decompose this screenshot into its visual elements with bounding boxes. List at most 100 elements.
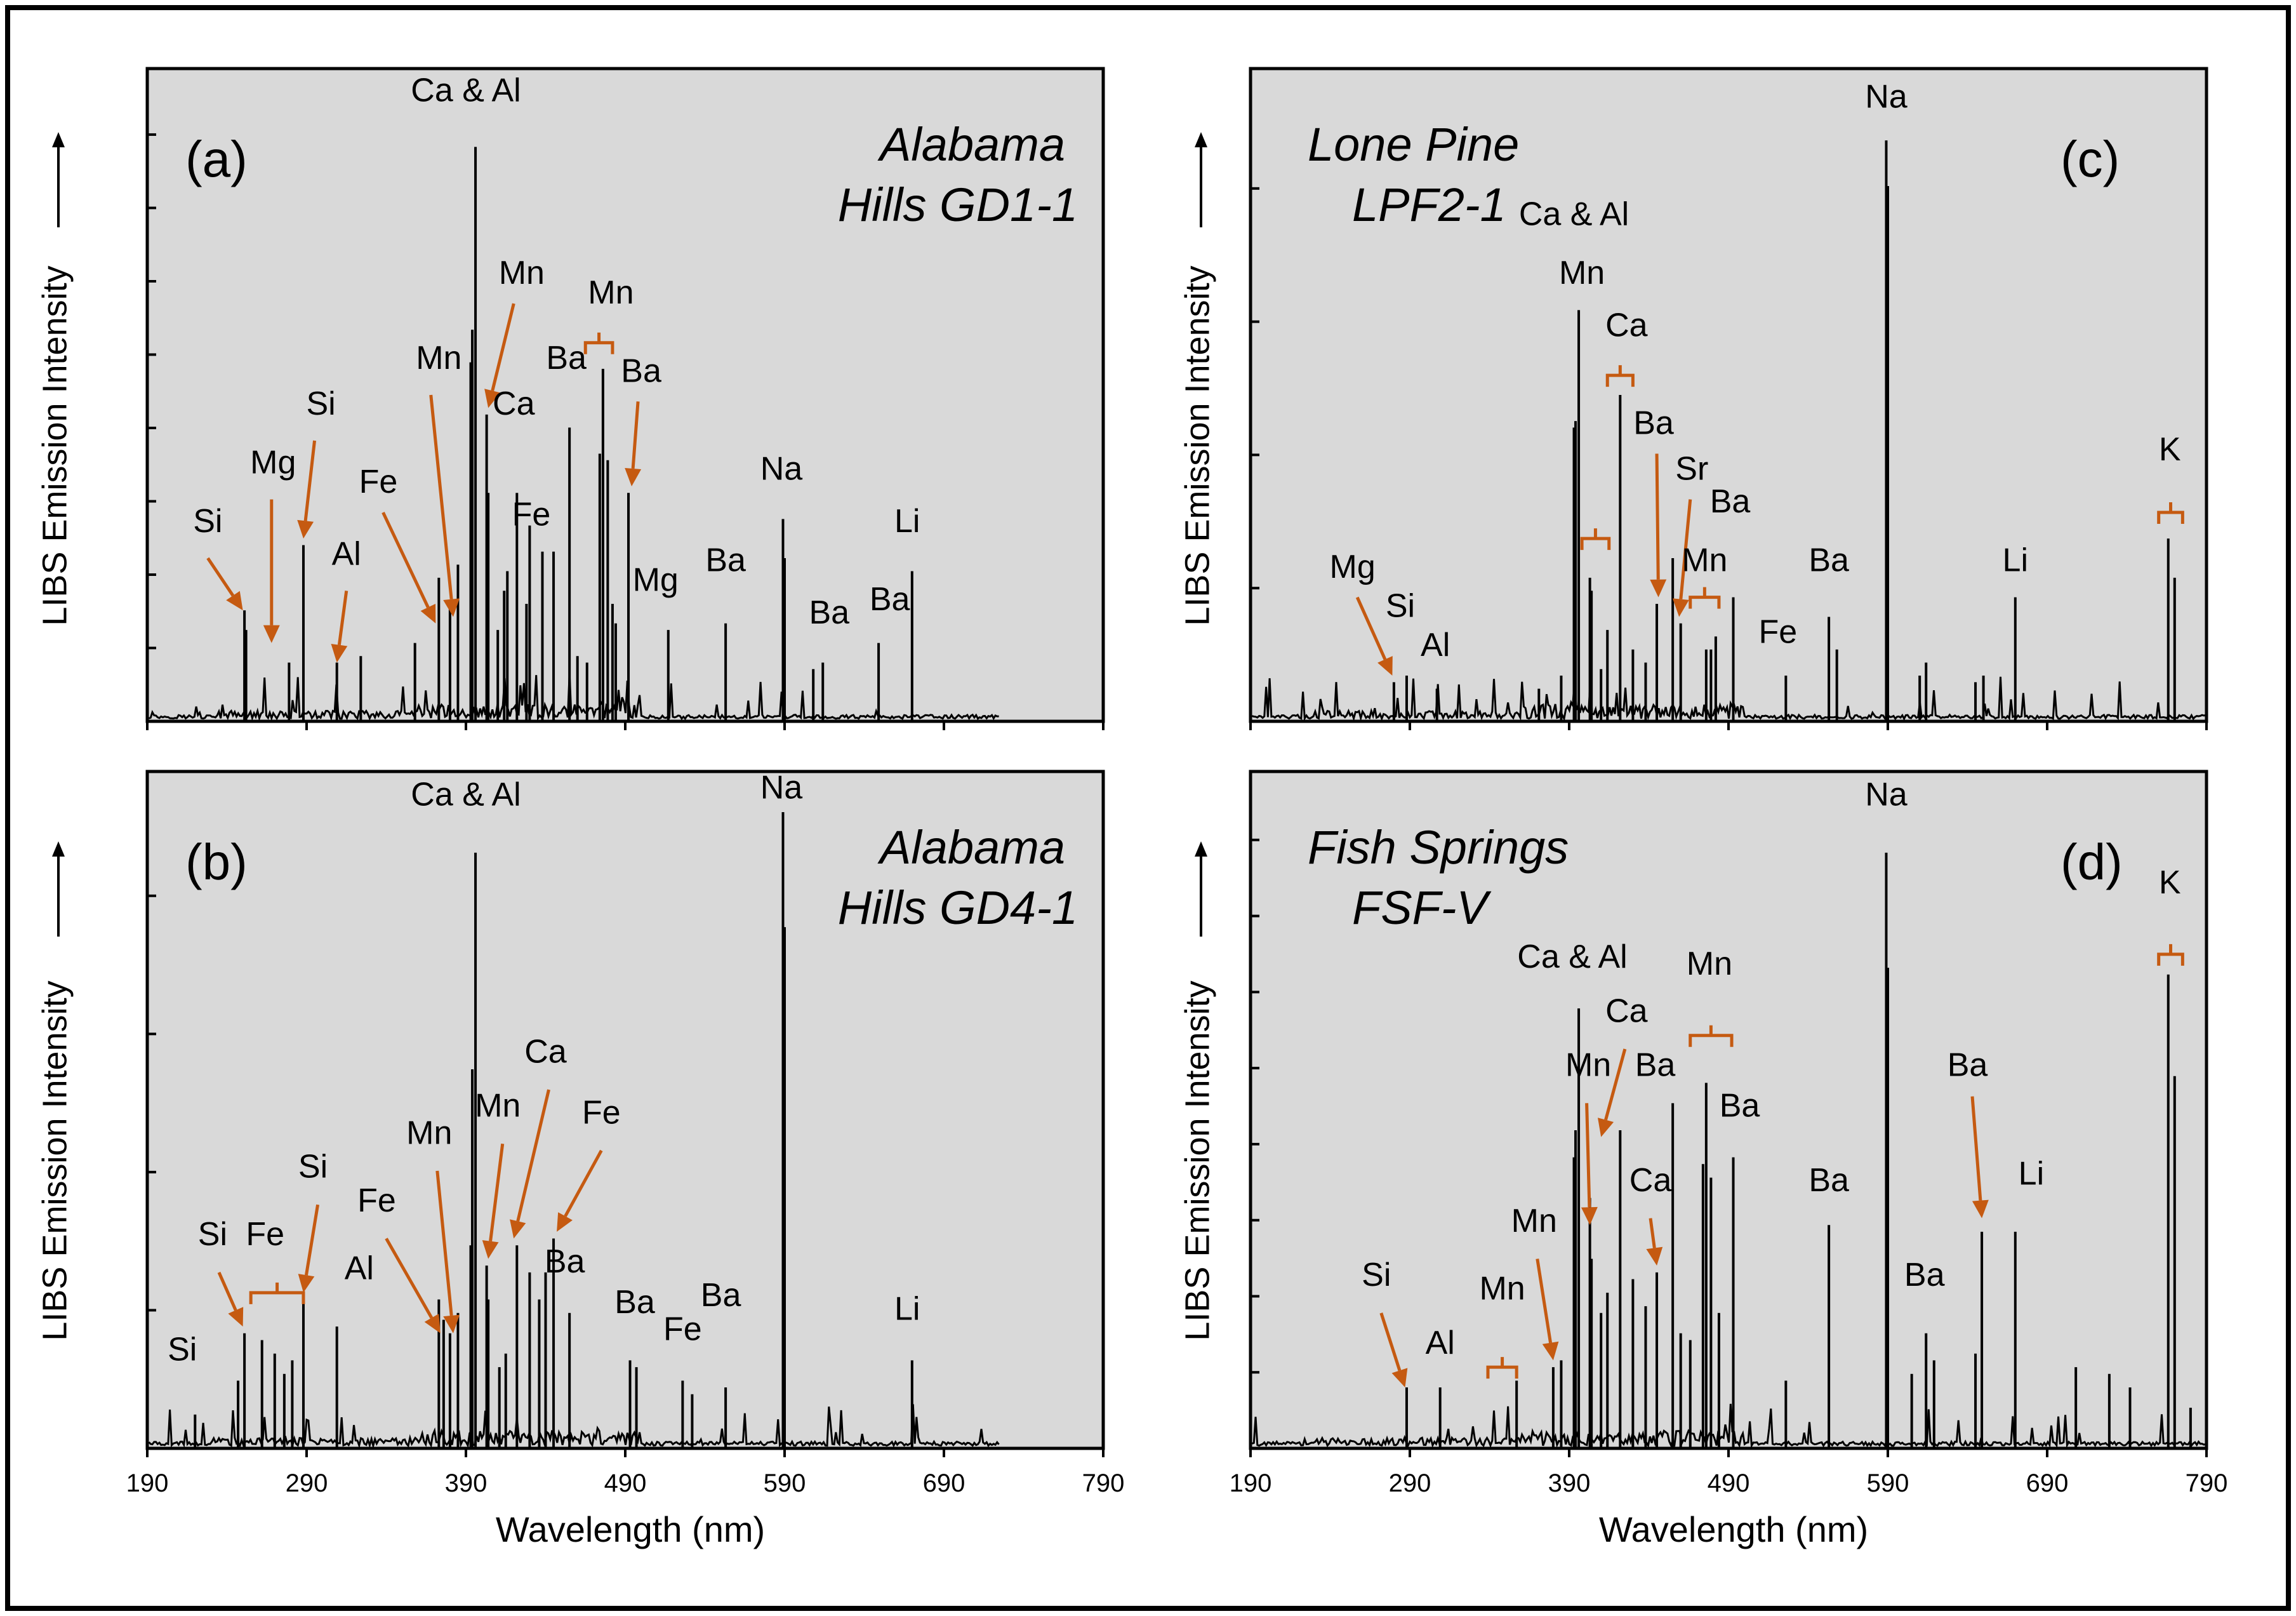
element-label: Mn <box>499 255 545 291</box>
annotations: Na Ca & Al Mn Ca Mn Ba Ba Ca Ba Ba Li Mn Mn Si Al Ba K <box>1362 776 2184 1388</box>
plot-area <box>1249 770 2208 1450</box>
x-tick-label: 390 <box>1548 1469 1591 1497</box>
x-axis-ticks <box>1249 721 2208 730</box>
y-axis-arrow <box>52 841 65 937</box>
element-label: Si <box>193 503 222 540</box>
element-label: Ba <box>809 594 849 631</box>
element-label: Ba <box>545 1243 585 1280</box>
element-label: Al <box>345 1250 374 1287</box>
element-label: Si <box>298 1149 328 1185</box>
x-tick-label: 190 <box>1230 1469 1272 1497</box>
spectrum-series <box>148 811 1000 1450</box>
element-label: Li <box>2003 542 2028 579</box>
element-label: Ca <box>493 385 535 422</box>
element-label: Al <box>1426 1325 1455 1361</box>
element-label: Mn <box>1559 255 1605 291</box>
y-axis-arrow <box>1195 841 1207 937</box>
annotation-arrow <box>385 1238 441 1333</box>
element-label: Ca <box>1605 307 1648 344</box>
y-axis-label: LIBS Emission Intensity <box>1178 980 1216 1340</box>
x-axis-label: Wavelength (nm) <box>1599 1509 1868 1549</box>
x-tick-label: 490 <box>1708 1469 1750 1497</box>
element-label: Ca & Al <box>411 72 521 109</box>
element-label: Ba <box>614 1284 655 1321</box>
annotation-arrow <box>382 511 436 624</box>
element-label: K <box>2159 431 2181 468</box>
element-label: Li <box>894 1290 920 1327</box>
panel-id: (c) <box>2060 131 2120 187</box>
annotation-arrow <box>1646 1218 1663 1266</box>
x-tick-label: 590 <box>764 1469 806 1497</box>
x-tick-label: 190 <box>126 1469 169 1497</box>
spectrum-baseline <box>148 673 999 722</box>
x-tick-label: 690 <box>2026 1469 2069 1497</box>
element-label: Si <box>198 1216 227 1253</box>
annotation-arrow <box>1355 596 1393 676</box>
spectrum-series <box>148 147 999 722</box>
panel-id: (d) <box>2060 834 2123 890</box>
x-tick-label: 290 <box>286 1469 328 1497</box>
element-label: K <box>2159 864 2181 901</box>
annotation-arrow <box>1650 453 1667 598</box>
element-label: Ba <box>1808 1162 1849 1199</box>
bracket <box>1486 1357 1518 1379</box>
annotation-arrow <box>217 1271 244 1327</box>
y-axis-ticks <box>1251 838 1259 1374</box>
annotation-arrow <box>484 303 515 408</box>
annotation-arrow <box>1581 1103 1598 1225</box>
x-tick-label: 590 <box>1867 1469 1909 1497</box>
element-label: Mg <box>1330 549 1376 585</box>
element-label: Ba <box>1948 1047 1988 1084</box>
element-label: Al <box>332 535 361 572</box>
bracket <box>2157 502 2184 524</box>
annotation-arrow <box>1597 1048 1627 1137</box>
element-label: Na <box>1865 776 1908 813</box>
element-label: Li <box>894 503 920 540</box>
element-label: Na <box>760 451 803 488</box>
element-label: Ba <box>1808 542 1849 579</box>
element-label: Mg <box>250 444 296 481</box>
element-label: Ba <box>870 581 910 618</box>
sample-name-line2: FSF-V <box>1352 881 1492 934</box>
element-label: Ba <box>621 352 661 389</box>
element-label: Mn <box>1687 945 1732 982</box>
element-label: Ca <box>1629 1162 1672 1199</box>
element-label: Ba <box>546 340 587 377</box>
annotation-arrow <box>263 499 280 643</box>
x-tick-label: 790 <box>2186 1469 2228 1497</box>
y-axis-label: LIBS Emission Intensity <box>1178 265 1216 625</box>
annotation-arrow <box>1379 1312 1408 1388</box>
y-axis-arrow <box>52 132 65 227</box>
bracket <box>2157 944 2184 966</box>
element-label: Ca <box>524 1033 567 1070</box>
y-axis-ticks <box>147 133 156 650</box>
element-label: Ca <box>1605 992 1648 1029</box>
element-label: Si <box>306 385 335 422</box>
element-label: Ba <box>1904 1257 1945 1293</box>
annotation-arrow <box>298 1204 320 1293</box>
bracket <box>249 1282 305 1304</box>
y-axis-label: LIBS Emission Intensity <box>36 265 74 625</box>
bracket <box>1689 1025 1734 1047</box>
plot-area <box>145 770 1105 1450</box>
element-label: Na <box>1865 79 1908 116</box>
element-label: Fe <box>1758 614 1797 651</box>
element-label: Sr <box>1675 451 1708 488</box>
element-label: Ba <box>1635 1047 1676 1084</box>
element-label: Mn <box>475 1088 521 1125</box>
element-label: Mn <box>1682 542 1727 579</box>
element-label: Ba <box>705 542 746 579</box>
sample-name-line2: LPF2-1 <box>1352 178 1506 231</box>
bracket <box>1689 587 1721 609</box>
element-label: Fe <box>582 1094 621 1131</box>
plot-area <box>145 67 1105 723</box>
annotation-arrow <box>482 1143 505 1259</box>
annotation-arrow <box>1970 1096 1989 1219</box>
panel-id: (a) <box>185 131 248 187</box>
element-label: Ca & Al <box>411 776 521 813</box>
element-label: Ca & Al <box>1517 938 1627 975</box>
element-label: Mn <box>1565 1047 1611 1084</box>
spectrum-baseline <box>1252 676 2206 722</box>
